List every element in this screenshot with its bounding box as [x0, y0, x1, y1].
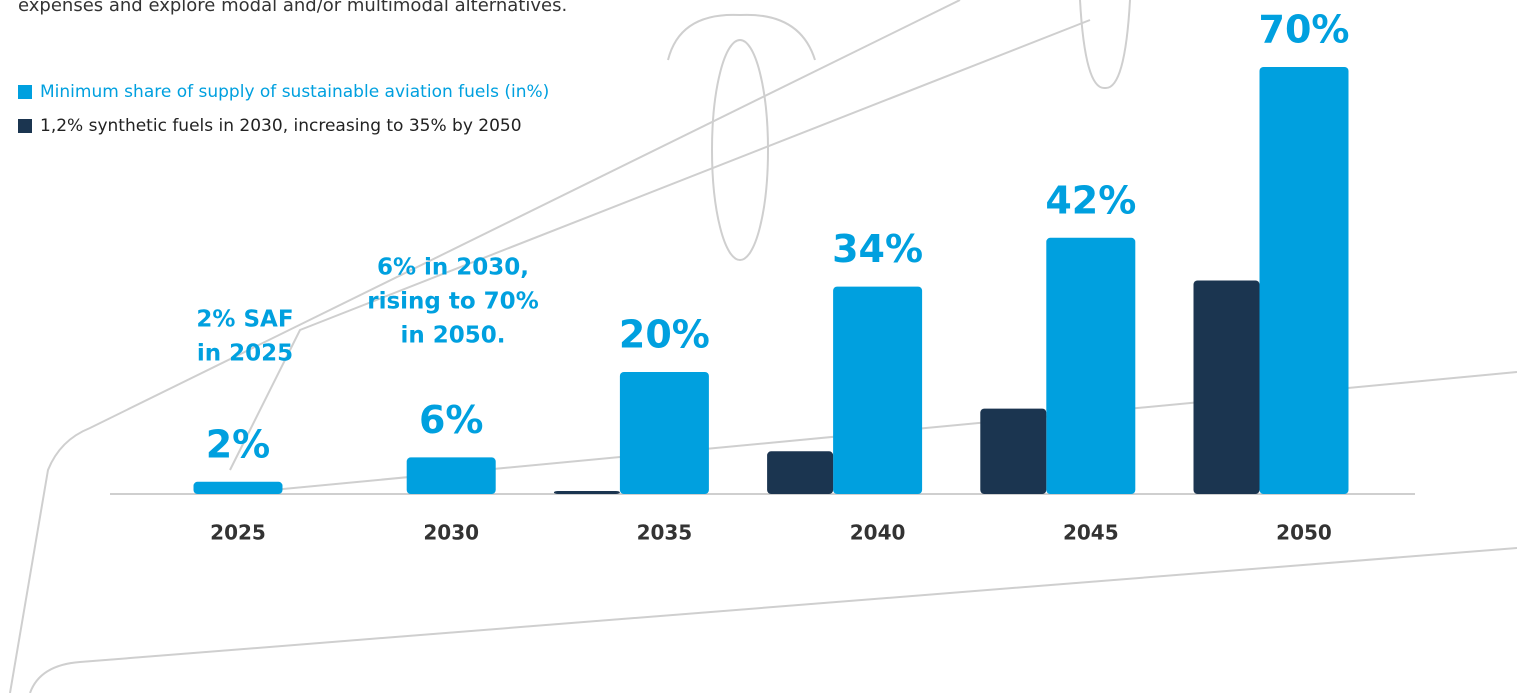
value-label: 20%: [619, 313, 710, 357]
x-tick-label: 2045: [1063, 521, 1119, 545]
x-tick-label: 2025: [210, 521, 266, 545]
intro-text: expenses and explore modal and/or multim…: [18, 0, 567, 16]
legend-swatch: [18, 119, 32, 133]
bar: [767, 451, 834, 494]
annotation: in 2050.: [400, 323, 505, 349]
legend-label: Minimum share of supply of sustainable a…: [40, 82, 549, 102]
bar: [1046, 237, 1136, 495]
annotation: 2% SAF: [196, 307, 293, 333]
bar: [193, 481, 283, 494]
annotation: 6% in 2030,: [377, 255, 529, 281]
legend-swatch: [18, 85, 32, 99]
x-tick-label: 2040: [850, 521, 906, 545]
bar: [406, 457, 496, 494]
bar: [1259, 67, 1349, 494]
annotation: in 2025: [197, 341, 293, 367]
bar: [980, 408, 1047, 494]
value-label: 6%: [419, 398, 484, 442]
x-tick-label: 2035: [637, 521, 693, 545]
value-label: 34%: [832, 227, 923, 271]
bar: [1193, 280, 1260, 494]
legend-label: 1,2% synthetic fuels in 2030, increasing…: [40, 116, 522, 136]
bar: [619, 372, 709, 494]
value-label: 70%: [1259, 8, 1350, 52]
x-tick-label: 2050: [1276, 521, 1332, 545]
value-label: 42%: [1045, 178, 1136, 222]
value-label: 2%: [206, 422, 271, 466]
x-tick-label: 2030: [423, 521, 479, 545]
annotation: rising to 70%: [367, 289, 539, 315]
bar: [833, 286, 923, 494]
bar: [553, 490, 620, 494]
